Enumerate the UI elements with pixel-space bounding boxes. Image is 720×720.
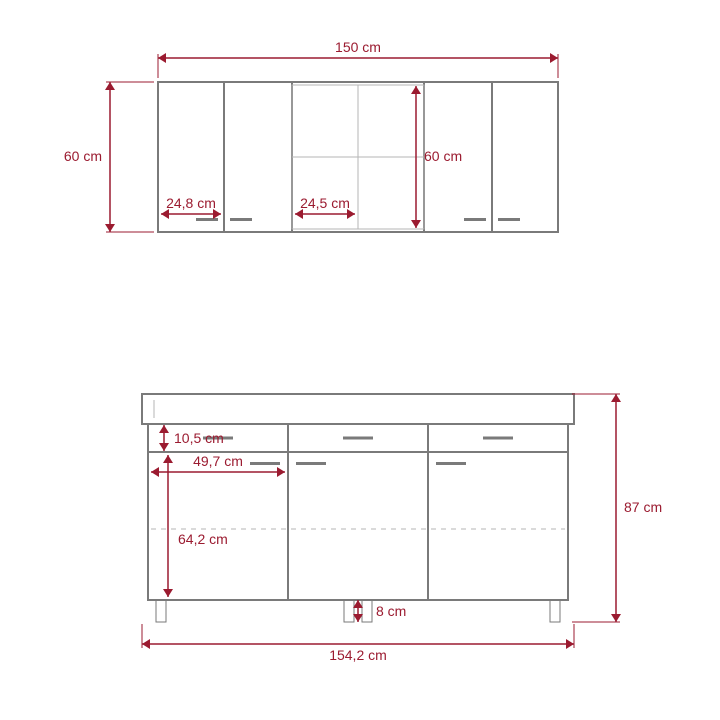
svg-text:10,5 cm: 10,5 cm — [174, 430, 224, 446]
svg-text:8 cm: 8 cm — [376, 603, 406, 619]
svg-text:49,7 cm: 49,7 cm — [193, 453, 243, 469]
svg-text:24,8 cm: 24,8 cm — [166, 195, 216, 211]
furniture-dimension-diagram: 150 cm 60 cm 60 cm 24,8 cm 24,5 cm 10,5 cm 49,… — [0, 0, 720, 720]
svg-text:24,5 cm: 24,5 cm — [300, 195, 350, 211]
upper-cabinet: 150 cm 60 cm 60 cm 24,8 cm 24,5 cm — [64, 39, 558, 232]
svg-text:87 cm: 87 cm — [624, 499, 662, 515]
svg-text:60 cm: 60 cm — [424, 148, 462, 164]
svg-text:154,2 cm: 154,2 cm — [329, 647, 387, 663]
svg-text:60 cm: 60 cm — [64, 148, 102, 164]
svg-text:64,2 cm: 64,2 cm — [178, 531, 228, 547]
svg-text:150 cm: 150 cm — [335, 39, 381, 55]
lower-cabinet: 10,5 cm 49,7 cm 64,2 cm 87 cm 8 cm 154,2 cm — [142, 394, 662, 663]
